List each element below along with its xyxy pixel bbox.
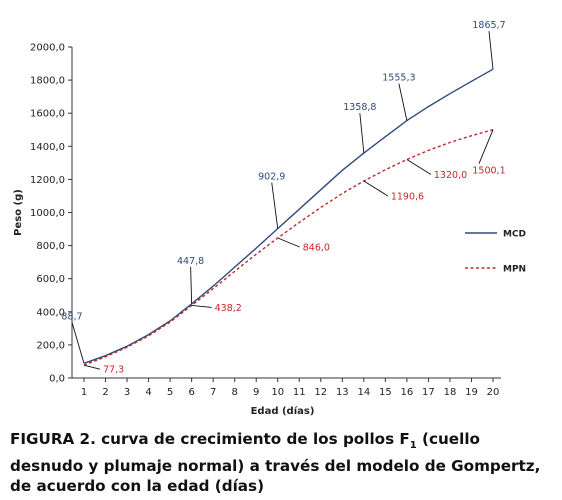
data-label-mcd: 902,9	[258, 172, 285, 183]
x-tick-label: 17	[422, 387, 435, 398]
series-layer	[83, 68, 494, 366]
growth-chart: 0,0 200,0 400,0 600,0 800,0 1000,0 1200,0 1400,…	[13, 20, 526, 417]
data-label-leader	[488, 31, 494, 70]
x-tick-label: 7	[210, 387, 216, 398]
caption-subscript: 1	[409, 440, 417, 452]
data-label-leader	[406, 159, 432, 175]
x-tick-label: 3	[124, 387, 130, 398]
x-tick-label: 19	[465, 387, 478, 398]
data-label-leader	[363, 180, 389, 197]
y-tick-label: 1000,0	[30, 208, 65, 219]
x-tick-label: 4	[145, 387, 151, 398]
data-labels: 88,7 447,8 902,9 1358,8 1555,3 1865,7 77,3 438,…	[61, 20, 505, 375]
y-tick-label: 600,0	[36, 274, 65, 285]
x-tick-label: 2	[102, 387, 108, 398]
y-axis-title: Peso (g)	[13, 189, 24, 236]
data-label-mpn: 1320,0	[434, 170, 467, 181]
caption-prefix: FIGURA 2. curva de crecimiento de los po…	[10, 430, 410, 448]
y-tick-label: 400,0	[36, 307, 65, 318]
figure-caption: FIGURA 2. curva de crecimiento de los po…	[10, 429, 555, 496]
x-tick-label: 18	[444, 387, 457, 398]
series-line-mpn	[83, 129, 494, 366]
data-label-leader	[83, 364, 101, 370]
x-tick-label: 14	[357, 387, 370, 398]
data-label-leader	[478, 129, 494, 164]
x-tick-label: 16	[401, 387, 414, 398]
data-label-mcd: 88,7	[61, 311, 82, 322]
x-tick-label: 20	[487, 387, 500, 398]
axes: 0,0 200,0 400,0 600,0 800,0 1000,0 1200,0 1400,…	[13, 43, 501, 417]
y-tick-label: 1400,0	[30, 142, 65, 153]
y-tick-label: 1200,0	[30, 175, 65, 186]
y-tick-label: 200,0	[36, 340, 65, 351]
legend: MCD MPN	[465, 230, 526, 275]
data-label-leader	[398, 83, 408, 121]
data-label-leader	[277, 237, 300, 248]
data-label-mcd: 1865,7	[472, 20, 505, 31]
y-tick-label: 0,0	[49, 374, 65, 385]
data-label-leader	[190, 266, 193, 304]
data-label-leader	[359, 113, 365, 154]
y-tick-label: 1800,0	[30, 76, 65, 87]
x-tick-label: 12	[314, 387, 327, 398]
x-tick-label: 10	[271, 387, 284, 398]
x-tick-label: 11	[293, 387, 306, 398]
x-tick-label: 6	[188, 387, 194, 398]
y-tick-label: 800,0	[36, 241, 65, 252]
data-label-mpn: 1500,1	[472, 166, 505, 177]
data-label-mcd: 1358,8	[343, 102, 376, 113]
x-tick-label: 15	[379, 387, 392, 398]
y-tick-label: 2000,0	[30, 43, 65, 54]
x-tick-label: 5	[167, 387, 173, 398]
data-label-mpn: 846,0	[303, 242, 330, 253]
data-label-mcd: 1555,3	[382, 73, 415, 84]
data-label-mpn: 1190,6	[391, 191, 424, 202]
data-label-mpn: 77,3	[103, 365, 124, 376]
legend-label-mcd: MCD	[503, 230, 526, 240]
legend-label-mpn: MPN	[503, 265, 526, 275]
data-label-leader	[271, 182, 279, 229]
data-label-mpn: 438,2	[215, 303, 242, 314]
x-tick-label: 1	[81, 387, 87, 398]
x-tick-label: 8	[231, 387, 237, 398]
series-line-mcd	[83, 68, 494, 364]
x-tick-label: 13	[336, 387, 349, 398]
x-tick-label: 9	[253, 387, 259, 398]
y-tick-label: 1600,0	[30, 109, 65, 120]
data-label-leader	[191, 305, 212, 308]
caption-rest: (cuello desnudo y plumaje normal) a trav…	[10, 430, 541, 496]
data-label-mcd: 447,8	[177, 256, 204, 267]
data-label-leader	[71, 322, 85, 364]
x-axis-title: Edad (días)	[251, 405, 315, 417]
